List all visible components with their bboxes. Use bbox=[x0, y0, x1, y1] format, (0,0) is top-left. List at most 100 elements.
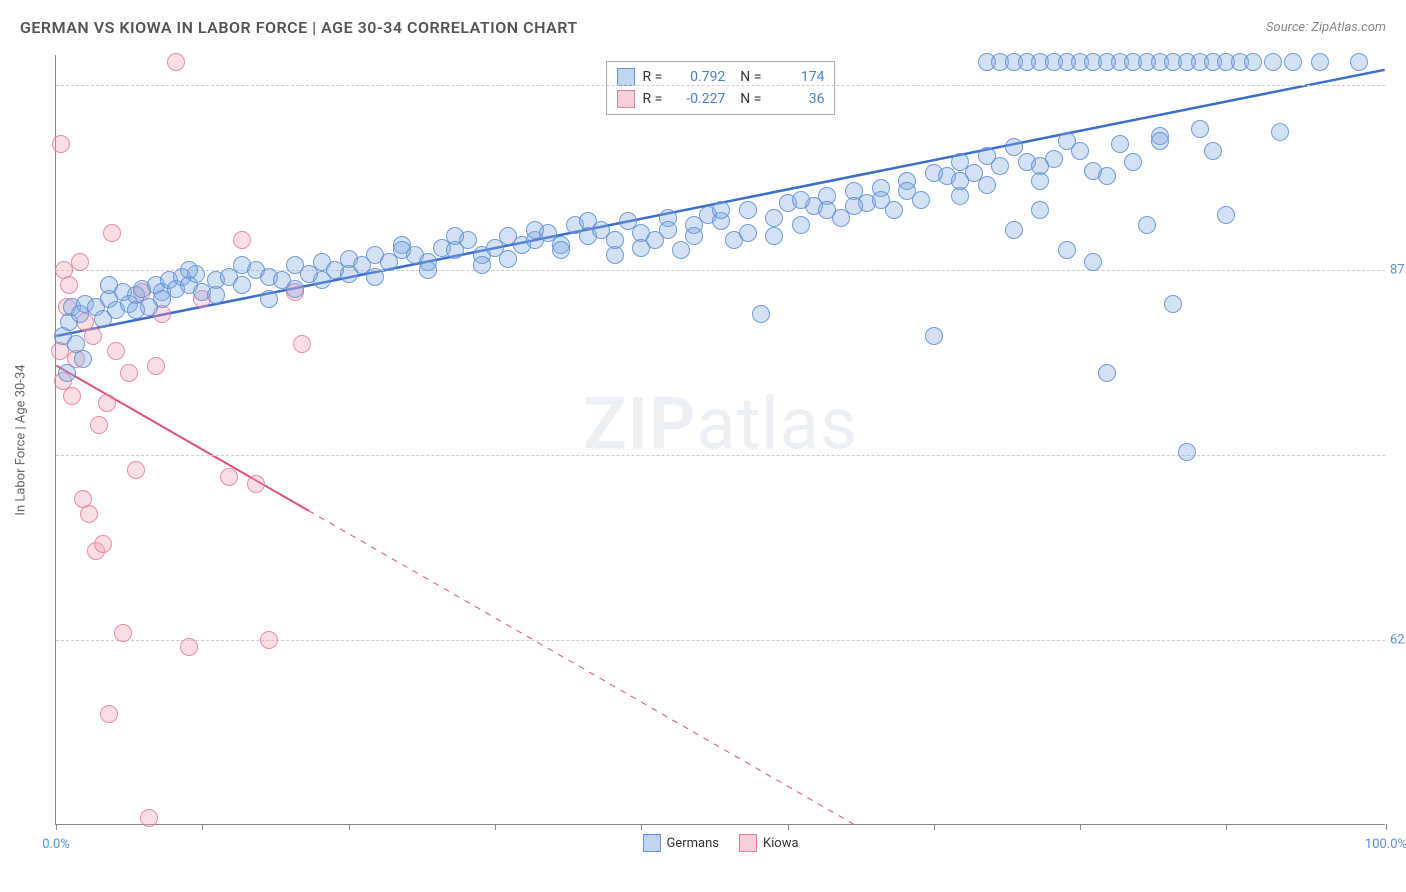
x-tick-label: 100.0% bbox=[1365, 837, 1406, 852]
data-point bbox=[1098, 364, 1116, 382]
data-point bbox=[71, 253, 89, 271]
data-point bbox=[180, 261, 198, 279]
data-point bbox=[207, 286, 225, 304]
data-point bbox=[739, 224, 757, 242]
data-point bbox=[114, 624, 132, 642]
data-point bbox=[147, 357, 165, 375]
legend-bottom: Germans Kiowa bbox=[642, 834, 798, 852]
data-point bbox=[286, 280, 304, 298]
data-point bbox=[247, 475, 265, 493]
data-point bbox=[419, 261, 437, 279]
data-point bbox=[100, 705, 118, 723]
data-point bbox=[60, 276, 78, 294]
data-point bbox=[1271, 123, 1289, 141]
gridline bbox=[56, 85, 1385, 86]
data-point bbox=[925, 164, 943, 182]
data-point bbox=[260, 631, 278, 649]
gridline bbox=[56, 640, 1385, 641]
data-point bbox=[752, 305, 770, 323]
data-point bbox=[446, 227, 464, 245]
legend-item-german: Germans bbox=[642, 834, 719, 852]
data-point bbox=[98, 394, 116, 412]
data-point bbox=[1178, 443, 1196, 461]
data-point bbox=[127, 461, 145, 479]
data-point bbox=[579, 212, 597, 230]
data-point bbox=[393, 241, 411, 259]
x-tick bbox=[349, 824, 350, 830]
x-tick bbox=[1386, 824, 1387, 830]
swatch-icon bbox=[617, 68, 635, 86]
legend-item-kiowa: Kiowa bbox=[739, 834, 799, 852]
data-point bbox=[818, 201, 836, 219]
data-point bbox=[526, 221, 544, 239]
swatch-icon bbox=[642, 834, 660, 852]
data-point bbox=[1005, 221, 1023, 239]
data-point bbox=[293, 335, 311, 353]
data-point bbox=[107, 342, 125, 360]
x-tick bbox=[788, 824, 789, 830]
data-point bbox=[845, 197, 863, 215]
data-point bbox=[672, 241, 690, 259]
data-point bbox=[925, 327, 943, 345]
data-point bbox=[233, 256, 251, 274]
data-point bbox=[103, 224, 121, 242]
trend-lines bbox=[56, 55, 1385, 824]
data-point bbox=[180, 638, 198, 656]
data-point bbox=[1084, 253, 1102, 271]
swatch-icon bbox=[617, 90, 635, 108]
data-point bbox=[951, 153, 969, 171]
data-point bbox=[1111, 135, 1129, 153]
legend-stats-kiowa: R =-0.227 N =36 bbox=[617, 88, 825, 110]
x-tick bbox=[641, 824, 642, 830]
data-point bbox=[1284, 53, 1302, 71]
data-point bbox=[1005, 138, 1023, 156]
data-point bbox=[898, 182, 916, 200]
data-point bbox=[63, 387, 81, 405]
data-point bbox=[951, 172, 969, 190]
data-point bbox=[1124, 153, 1142, 171]
data-point bbox=[366, 268, 384, 286]
data-point bbox=[1151, 132, 1169, 150]
data-point bbox=[1098, 167, 1116, 185]
data-point bbox=[153, 290, 171, 308]
data-point bbox=[313, 271, 331, 289]
data-point bbox=[1031, 201, 1049, 219]
data-point bbox=[1191, 120, 1209, 138]
data-point bbox=[1138, 216, 1156, 234]
data-point bbox=[127, 301, 145, 319]
x-tick bbox=[1080, 824, 1081, 830]
y-tick-label: 62.5% bbox=[1390, 632, 1406, 647]
y-tick-label: 87.5% bbox=[1390, 262, 1406, 277]
data-point bbox=[765, 209, 783, 227]
data-point bbox=[473, 256, 491, 274]
data-point bbox=[978, 147, 996, 165]
data-point bbox=[58, 364, 76, 382]
data-point bbox=[1164, 295, 1182, 313]
chart-title: GERMAN VS KIOWA IN LABOR FORCE | AGE 30-… bbox=[20, 18, 578, 37]
data-point bbox=[94, 535, 112, 553]
data-point bbox=[712, 201, 730, 219]
data-point bbox=[739, 201, 757, 219]
data-point bbox=[792, 216, 810, 234]
y-axis-label: In Labor Force | Age 30-34 bbox=[14, 364, 29, 515]
data-point bbox=[52, 135, 70, 153]
swatch-icon bbox=[739, 834, 757, 852]
data-point bbox=[632, 239, 650, 257]
x-tick-label: 0.0% bbox=[42, 837, 70, 852]
data-point bbox=[80, 505, 98, 523]
data-point bbox=[1058, 241, 1076, 259]
data-point bbox=[499, 250, 517, 268]
data-point bbox=[1244, 53, 1262, 71]
data-point bbox=[552, 241, 570, 259]
data-point bbox=[167, 53, 185, 71]
data-point bbox=[606, 231, 624, 249]
data-point bbox=[1058, 132, 1076, 150]
data-point bbox=[140, 809, 158, 827]
x-tick bbox=[1226, 824, 1227, 830]
data-point bbox=[1311, 53, 1329, 71]
x-tick bbox=[202, 824, 203, 830]
data-point bbox=[685, 227, 703, 245]
data-point bbox=[1204, 142, 1222, 160]
data-point bbox=[220, 468, 238, 486]
correlation-chart: GERMAN VS KIOWA IN LABOR FORCE | AGE 30-… bbox=[0, 0, 1406, 892]
